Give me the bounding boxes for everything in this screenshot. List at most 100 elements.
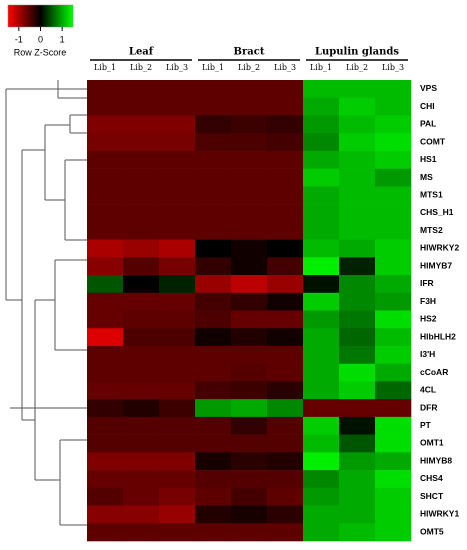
heatmap-cell xyxy=(303,150,340,169)
heatmap-cell xyxy=(267,470,304,489)
heatmap-cell xyxy=(231,168,268,187)
heatmap-cell xyxy=(231,416,268,435)
heatmap-cell xyxy=(87,505,124,524)
column-label: Lib_2 xyxy=(130,63,152,72)
row-label: HlbHLH2 xyxy=(420,331,456,341)
heatmap-cell xyxy=(195,310,232,329)
heatmap-cell xyxy=(123,239,160,258)
heatmap-cell xyxy=(375,381,412,400)
colorbar-title: Row Z-Score xyxy=(14,47,67,57)
heatmap-cell xyxy=(267,345,304,364)
heatmap-cell xyxy=(123,328,160,347)
heatmap-cell xyxy=(303,416,340,435)
heatmap-cell xyxy=(159,239,196,258)
heatmap-cell xyxy=(231,345,268,364)
heatmap-cell xyxy=(267,275,304,294)
heatmap-cell xyxy=(375,452,412,471)
heatmap-cell xyxy=(339,416,376,435)
colorbar-tick-label: 0 xyxy=(38,34,43,44)
row-label: HlMYB8 xyxy=(420,455,452,465)
heatmap-cell xyxy=(267,168,304,187)
heatmap-cell xyxy=(87,292,124,311)
heatmap-cell xyxy=(375,470,412,489)
heatmap-cell xyxy=(231,399,268,418)
colorbar-tick-label: -1 xyxy=(15,34,23,44)
heatmap-cell xyxy=(87,115,124,134)
heatmap-cell xyxy=(195,434,232,453)
heatmap-cell xyxy=(195,399,232,418)
column-label: Lib_1 xyxy=(310,63,332,72)
heatmap-cell xyxy=(87,80,124,99)
heatmap-cell xyxy=(303,470,340,489)
heatmap-cell xyxy=(195,487,232,506)
heatmap-cell xyxy=(87,275,124,294)
heatmap-cell xyxy=(231,310,268,329)
heatmap-cell xyxy=(195,275,232,294)
heatmap-cell xyxy=(339,115,376,134)
heatmap-cell xyxy=(159,523,196,542)
heatmap-cell xyxy=(123,97,160,116)
heatmap-cell xyxy=(159,399,196,418)
heatmap-cell xyxy=(159,487,196,506)
heatmap-cell xyxy=(123,505,160,524)
heatmap-cell xyxy=(303,133,340,152)
heatmap-cell xyxy=(195,416,232,435)
heatmap-cell xyxy=(87,399,124,418)
colorbar-tick-label: 1 xyxy=(60,34,65,44)
heatmap-cell xyxy=(195,115,232,134)
heatmap-cell xyxy=(159,186,196,205)
heatmap-cell xyxy=(87,186,124,205)
heatmap-cell xyxy=(231,328,268,347)
heatmap-cell xyxy=(375,204,412,223)
heatmap-cell xyxy=(159,221,196,240)
heatmap-cell xyxy=(375,328,412,347)
heatmap-cell xyxy=(87,204,124,223)
heatmap-cell xyxy=(231,381,268,400)
heatmap-cell xyxy=(123,434,160,453)
heatmap-cell xyxy=(123,150,160,169)
heatmap-cell xyxy=(339,221,376,240)
row-label: OMT5 xyxy=(420,526,444,536)
heatmap-cell xyxy=(375,221,412,240)
heatmap-cell xyxy=(339,363,376,382)
heatmap-cell xyxy=(375,168,412,187)
heatmap-cell xyxy=(231,523,268,542)
column-label: Lib_2 xyxy=(238,63,260,72)
heatmap-cell xyxy=(231,452,268,471)
heatmap-cell xyxy=(231,221,268,240)
heatmap-cell xyxy=(159,257,196,276)
column-label: Lib_1 xyxy=(202,63,224,72)
heatmap-cell xyxy=(123,345,160,364)
heatmap-cell xyxy=(195,381,232,400)
row-label: 4CL xyxy=(420,385,436,395)
heatmap-cell xyxy=(267,328,304,347)
heatmap-cell xyxy=(231,292,268,311)
heatmap-cell xyxy=(231,487,268,506)
heatmap-cell xyxy=(375,80,412,99)
heatmap-cell xyxy=(159,275,196,294)
heatmap-cell xyxy=(159,80,196,99)
heatmap-cell xyxy=(231,363,268,382)
heatmap-cell xyxy=(159,115,196,134)
heatmap-cell xyxy=(339,168,376,187)
heatmap-cell xyxy=(267,97,304,116)
heatmap-cell xyxy=(231,204,268,223)
heatmap-cell xyxy=(87,328,124,347)
column-label: Lib_2 xyxy=(346,63,368,72)
heatmap-cell xyxy=(123,470,160,489)
heatmap-cell xyxy=(231,115,268,134)
heatmap-cell xyxy=(339,239,376,258)
row-label: HlMYB7 xyxy=(420,260,452,270)
row-label: F3H xyxy=(420,296,436,306)
heatmap-cell xyxy=(267,434,304,453)
heatmap-cell xyxy=(339,328,376,347)
heatmap-cell xyxy=(195,452,232,471)
heatmap-cell xyxy=(159,381,196,400)
heatmap-cell xyxy=(339,470,376,489)
row-label: CHS4 xyxy=(420,473,443,483)
heatmap-cell xyxy=(159,363,196,382)
heatmap-cell xyxy=(339,186,376,205)
colorbar xyxy=(7,4,74,28)
heatmap-cell xyxy=(87,97,124,116)
